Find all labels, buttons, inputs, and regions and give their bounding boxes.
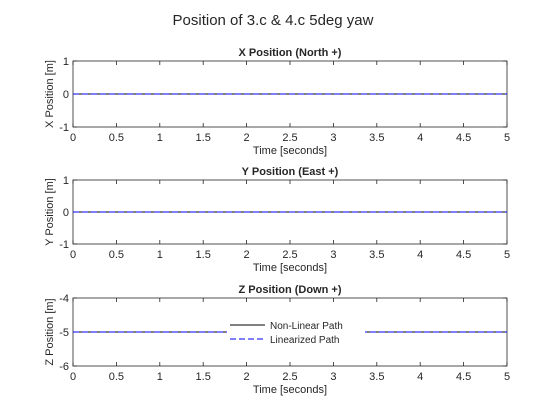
figure-title: Position of 3.c & 4.c 5deg yaw	[173, 12, 374, 29]
x-tick-label: 4	[417, 249, 423, 261]
x-tick-label: 1	[157, 132, 163, 144]
x-tick-label: 0.5	[109, 249, 124, 261]
legend-entry-label: Non-Linear Path	[270, 321, 343, 332]
subplot-title: Z Position (Down +)	[239, 284, 342, 296]
x-tick-label: 2.5	[282, 371, 297, 383]
x-tick-label: 4	[417, 132, 423, 144]
x-tick-label: 2.5	[282, 249, 297, 261]
y-tick-label: 0	[63, 89, 69, 101]
y-tick-label: -1	[59, 239, 69, 251]
y-tick-label: 0	[63, 207, 69, 219]
x-tick-label: 4	[417, 371, 423, 383]
x-tick-label: 5	[504, 371, 510, 383]
subplot-3: Z Position (Down +) 0 0.5 1 1.5 2 2.5 3 3.5 4 4.5 5…	[44, 284, 510, 396]
x-tick-label: 0.5	[109, 132, 124, 144]
x-tick-label: 0.5	[109, 371, 124, 383]
x-tick-label: 1.5	[196, 132, 211, 144]
y-tick-label: -5	[59, 327, 69, 339]
x-tick-label: 5	[504, 249, 510, 261]
x-tick-label: 1	[157, 371, 163, 383]
x-tick-label: 4.5	[456, 371, 471, 383]
x-tick-label: 2	[244, 371, 250, 383]
subplot-1: X Position (North +) 0 0.5 1 1.5 2 2.5 3 3.5 4 4.5…	[44, 47, 510, 157]
x-tick-label: 3	[330, 371, 336, 383]
x-tick-label: 2.5	[282, 132, 297, 144]
x-tick-label: 3	[330, 132, 336, 144]
x-tick-label: 1.5	[196, 371, 211, 383]
y-axis-label: X Position [m]	[44, 60, 56, 128]
x-tick-label: 4.5	[456, 249, 471, 261]
y-tick-label: 1	[63, 56, 69, 68]
x-axis-label: Time [seconds]	[253, 262, 327, 274]
x-axis-label: Time [seconds]	[253, 384, 327, 396]
legend-box	[227, 317, 365, 347]
y-tick-label: -4	[59, 293, 69, 305]
x-tick-label: 0	[70, 249, 76, 261]
y-axis-label: Z Position [m]	[44, 298, 56, 365]
subplot-title: X Position (North +)	[239, 47, 342, 59]
subplot-2: Y Position (East +) 0 0.5 1 1.5 2 2.5 3 3.5 4 4.5 5…	[44, 166, 510, 274]
x-tick-label: 3.5	[369, 132, 384, 144]
x-tick-label: 1.5	[196, 249, 211, 261]
x-tick-label: 2	[244, 132, 250, 144]
subplot-title: Y Position (East +)	[242, 166, 339, 178]
legend-entry-label: Linearized Path	[270, 335, 340, 346]
x-tick-label: 3.5	[369, 249, 384, 261]
y-axis-label: Y Position [m]	[44, 178, 56, 246]
x-tick-label: 3.5	[369, 371, 384, 383]
y-tick-label: 1	[63, 175, 69, 187]
legend: Non-Linear Path Linearized Path	[227, 317, 365, 347]
x-tick-label: 4.5	[456, 132, 471, 144]
x-axis-label: Time [seconds]	[253, 145, 327, 157]
x-tick-label: 2	[244, 249, 250, 261]
y-tick-label: -1	[59, 122, 69, 134]
x-tick-label: 3	[330, 249, 336, 261]
y-tick-label: -6	[59, 361, 69, 373]
subplot-panels: X Position (North +) 0 0.5 1 1.5 2 2.5 3 3.5 4 4.5…	[44, 47, 510, 396]
x-tick-label: 5	[504, 132, 510, 144]
x-tick-label: 1	[157, 249, 163, 261]
x-tick-label: 0	[70, 132, 76, 144]
x-tick-label: 0	[70, 371, 76, 383]
